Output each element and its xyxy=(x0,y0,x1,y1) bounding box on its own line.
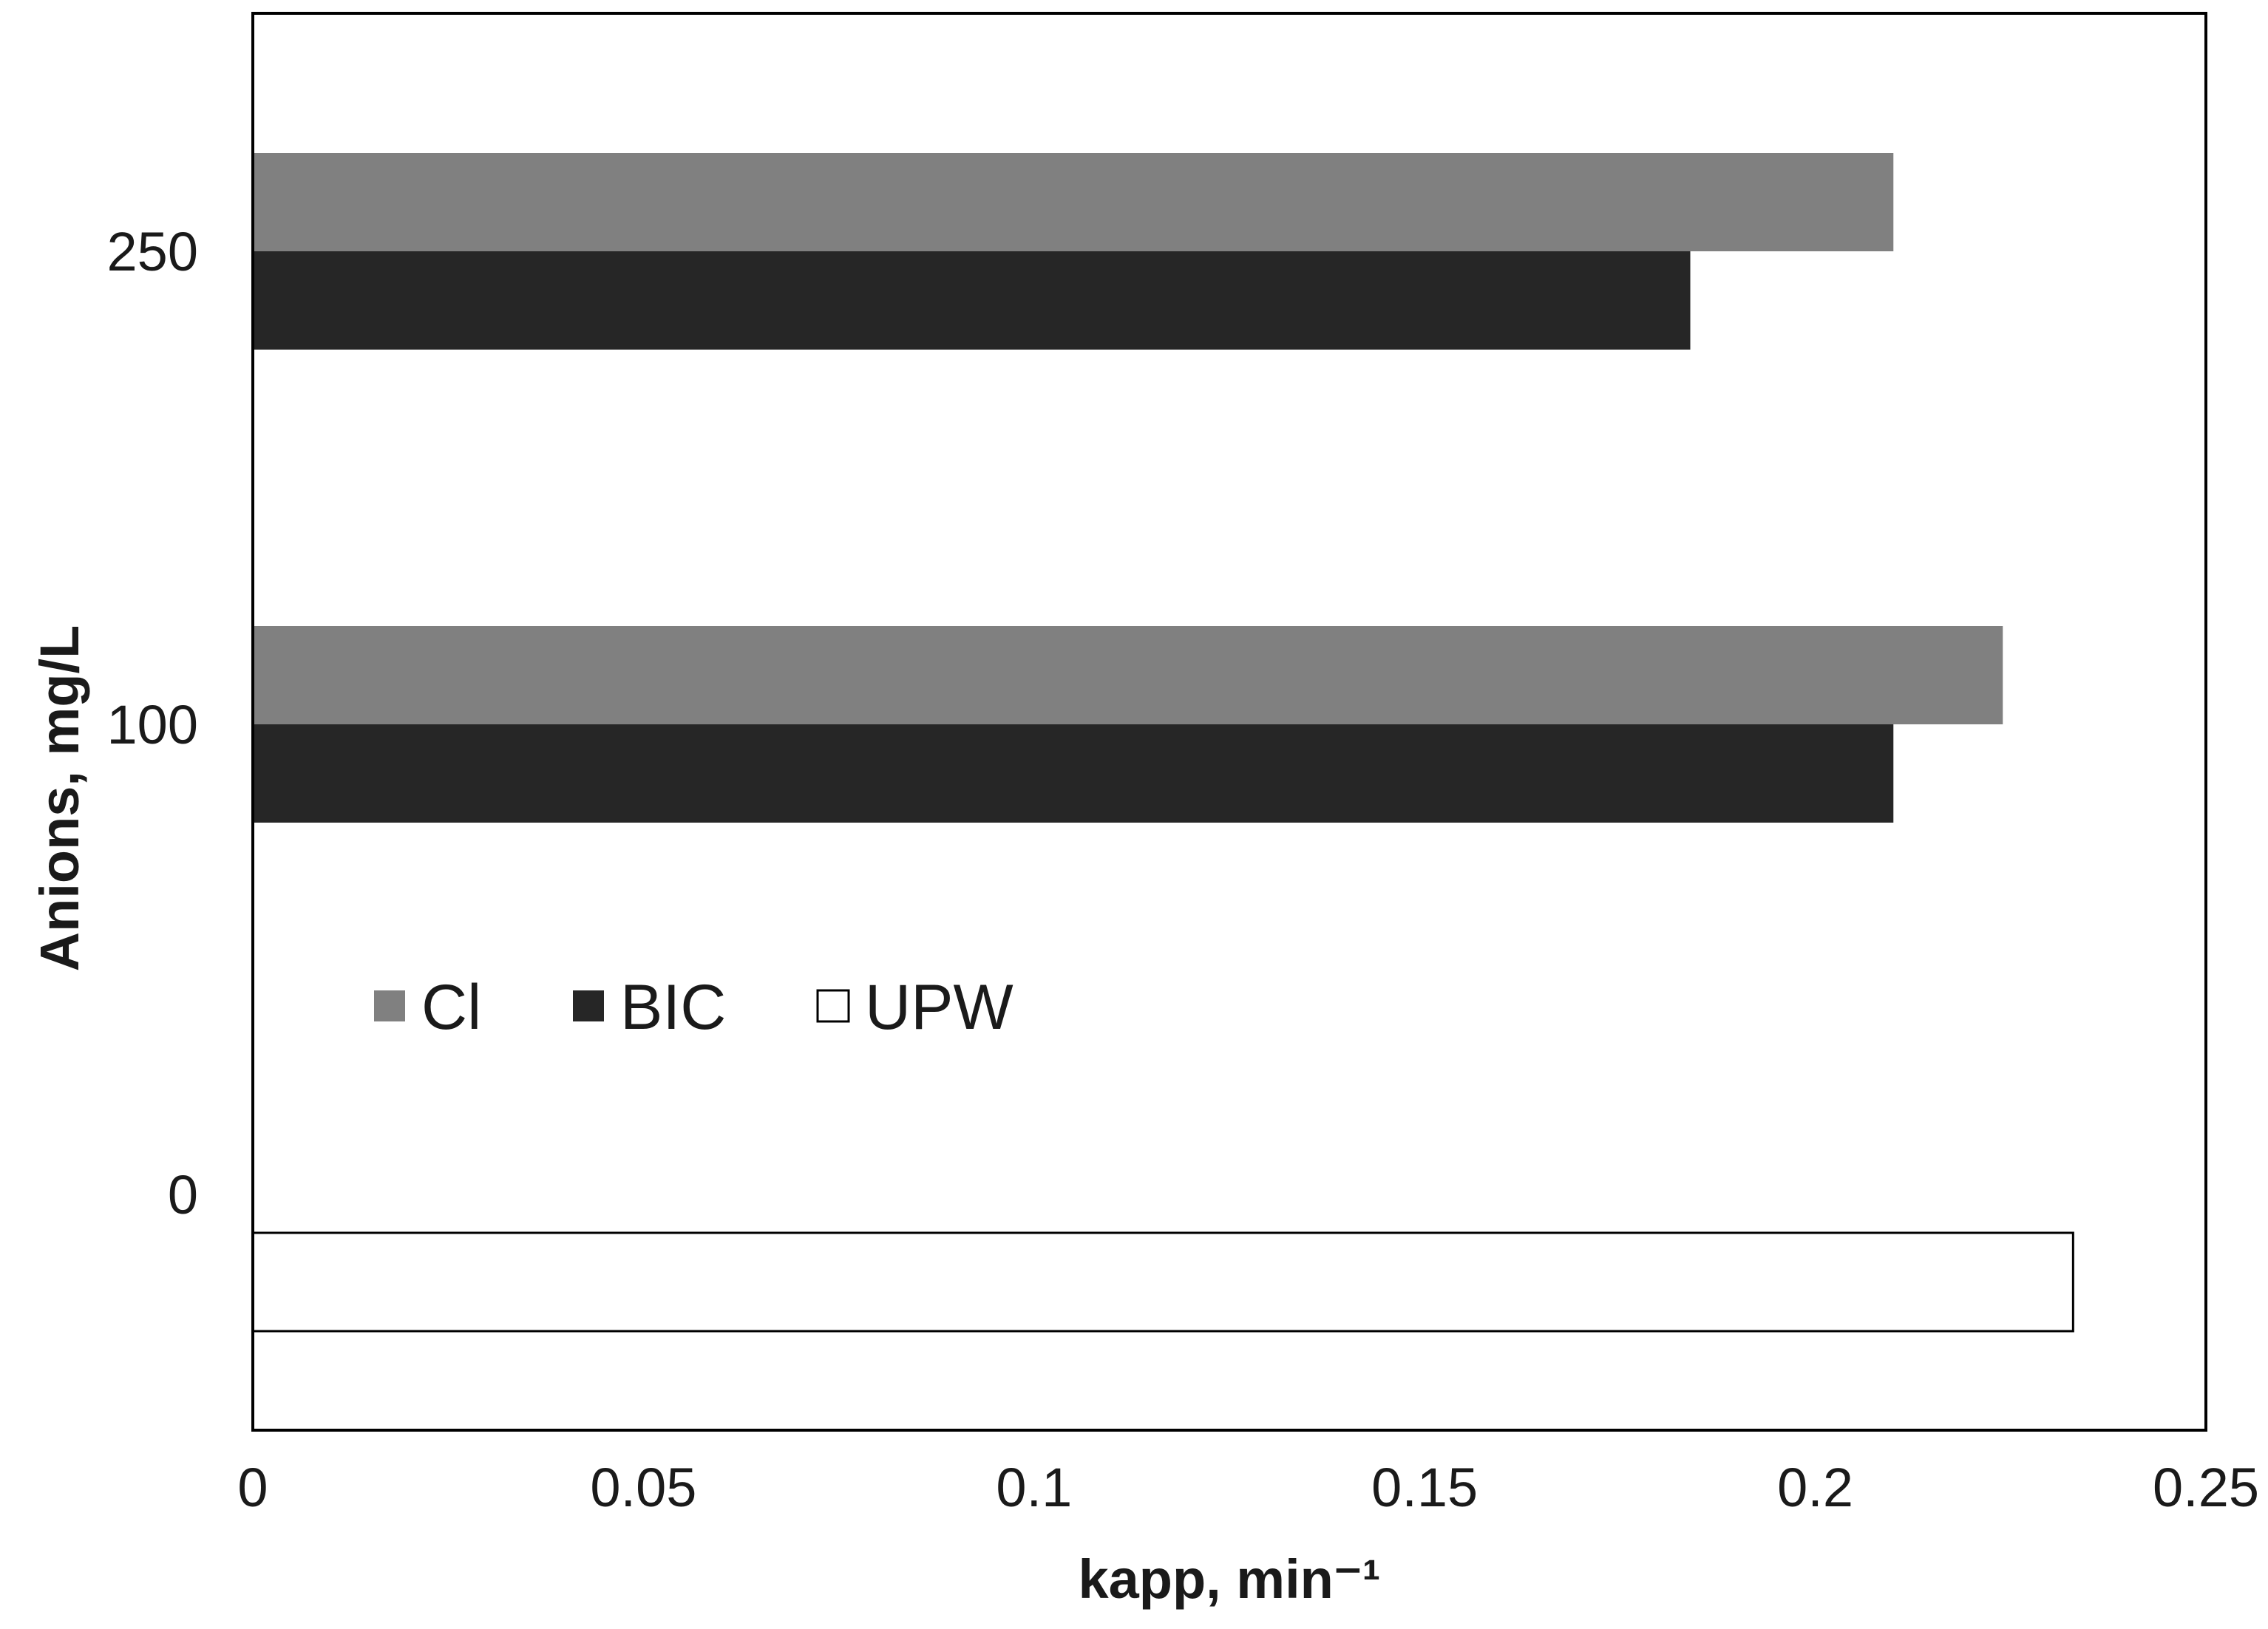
y-tick-labels: 0 100 250 xyxy=(107,221,198,1225)
legend-label: UPW xyxy=(865,972,1014,1043)
bar-cl-100 xyxy=(253,626,2003,724)
x-tick-label: 0 xyxy=(237,1457,268,1518)
x-tick-label: 0.2 xyxy=(1777,1457,1853,1518)
y-tick-label: 250 xyxy=(107,221,198,282)
x-tick-label: 0.05 xyxy=(590,1457,696,1518)
bars-group xyxy=(251,153,2074,1333)
plot-frame xyxy=(251,12,2207,1432)
legend-swatch xyxy=(816,989,850,1023)
legend-label: BIC xyxy=(620,972,726,1043)
bar-bic-100 xyxy=(253,724,1894,823)
legend: Cl BIC UPW xyxy=(374,972,1014,1043)
bar-bic-250 xyxy=(253,251,1691,350)
x-tick-label: 0.15 xyxy=(1371,1457,1478,1518)
legend-swatch xyxy=(374,990,405,1021)
x-tick-label: 0.25 xyxy=(2153,1457,2259,1518)
x-tick-label: 0.1 xyxy=(996,1457,1072,1518)
y-axis-title: Anions, mg/L xyxy=(29,625,90,972)
bar-upw-0 xyxy=(251,1231,2074,1333)
x-axis-title: kapp, min⁻¹ xyxy=(1078,1548,1380,1610)
legend-swatch xyxy=(573,990,604,1021)
legend-label: Cl xyxy=(421,972,481,1043)
bar-cl-250 xyxy=(253,153,1894,251)
y-tick-label: 100 xyxy=(107,694,198,755)
legend-item-bic: BIC xyxy=(573,972,726,1043)
legend-item-upw: UPW xyxy=(816,972,1014,1043)
y-tick-label: 0 xyxy=(168,1164,198,1225)
x-tick-labels: 0 0.05 0.1 0.15 0.2 0.25 xyxy=(237,1457,2259,1518)
legend-item-cl: Cl xyxy=(374,972,481,1043)
